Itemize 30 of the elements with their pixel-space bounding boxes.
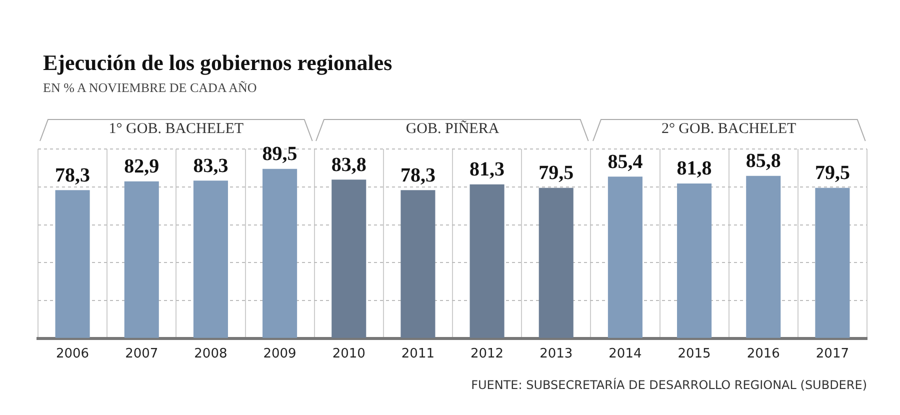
- x-tick-label: 2017: [816, 346, 850, 362]
- data-label: 79,5: [538, 162, 574, 184]
- text: 1° GOB. BACHELET: [108, 121, 245, 138]
- data-label: 81,8: [676, 158, 712, 180]
- data-label: 83,8: [331, 154, 366, 176]
- text: 2° GOB. BACHELET: [660, 121, 798, 138]
- text: GOB. PIÑERA: [404, 121, 500, 138]
- x-tick-label: 2012: [470, 346, 504, 362]
- data-label: 79,5: [814, 162, 850, 184]
- x-tick-label: 2006: [56, 346, 90, 362]
- x-tick-label: 2010: [332, 346, 366, 362]
- data-label: 89,5: [262, 143, 298, 166]
- x-tick-label: 2011: [401, 346, 435, 362]
- data-label: 78,3: [55, 164, 90, 186]
- x-tick-label: 2014: [608, 346, 642, 362]
- x-tick-label: 2016: [746, 346, 780, 362]
- x-tick-label: 2015: [678, 346, 711, 362]
- chart-title: Ejecución de los gobiernos regionales: [43, 50, 392, 76]
- data-label: 85,4: [608, 150, 643, 173]
- x-tick-label: 2008: [194, 346, 228, 362]
- data-label: 85,8: [746, 150, 781, 172]
- data-label: 82,9: [124, 156, 160, 178]
- x-tick-label: 2007: [125, 346, 158, 362]
- chart-subtitle: EN % A NOVIEMBRE DE CADA AÑO: [43, 80, 257, 96]
- x-tick-label: 2009: [263, 346, 296, 362]
- x-tick-label: 2013: [540, 346, 573, 362]
- source-note: FUENTE: SUBSECRETARÍA DE DESARROLLO REGIONAL (SUBDERE): [471, 377, 867, 392]
- data-label: 83,3: [193, 154, 228, 177]
- data-label: 78,3: [400, 164, 436, 186]
- data-label: 81,3: [470, 158, 505, 181]
